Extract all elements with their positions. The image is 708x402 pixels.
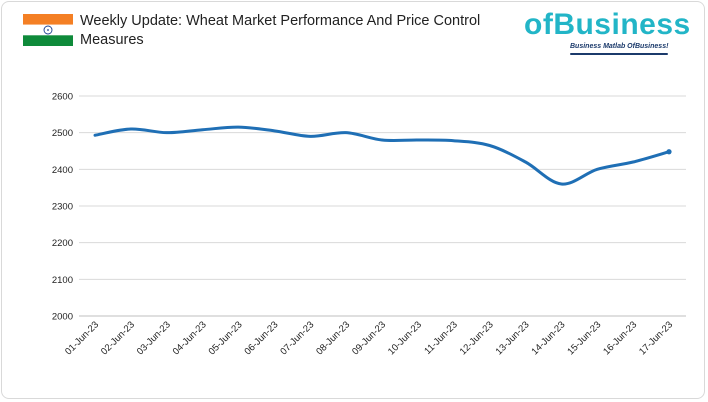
x-tick-label: 04-Jun-23 bbox=[171, 319, 209, 357]
ofbusiness-logo: ofBusiness Business Matlab OfBusiness! bbox=[522, 6, 692, 58]
logo-tagline: Business Matlab OfBusiness! bbox=[570, 43, 669, 50]
x-axis-labels: 01-Jun-2302-Jun-2303-Jun-2304-Jun-2305-J… bbox=[63, 319, 675, 357]
x-tick-label: 05-Jun-23 bbox=[207, 319, 245, 357]
y-tick-label: 2500 bbox=[52, 128, 73, 139]
india-flag-icon bbox=[23, 14, 73, 46]
x-tick-label: 13-Jun-23 bbox=[494, 319, 532, 357]
data-point bbox=[666, 149, 672, 155]
x-tick-label: 17-Jun-23 bbox=[637, 319, 675, 357]
y-axis-labels: 2000 2100 2200 2300 2400 2500 2600 bbox=[52, 92, 73, 323]
x-tick-label: 08-Jun-23 bbox=[314, 319, 352, 357]
x-tick-label: 07-Jun-23 bbox=[278, 319, 316, 357]
logo-wordmark: ofBusiness bbox=[524, 8, 691, 41]
x-tick-label: 09-Jun-23 bbox=[350, 319, 388, 357]
y-tick-label: 2600 bbox=[52, 92, 73, 103]
y-tick-label: 2300 bbox=[52, 202, 73, 213]
x-tick-label: 10-Jun-23 bbox=[386, 319, 424, 357]
page-title: Weekly Update: Wheat Market Performance … bbox=[80, 13, 481, 48]
x-tick-label: 06-Jun-23 bbox=[242, 319, 280, 357]
x-tick-label: 12-Jun-23 bbox=[458, 319, 496, 357]
y-tick-label: 2000 bbox=[52, 312, 73, 323]
x-tick-label: 02-Jun-23 bbox=[99, 319, 137, 357]
x-tick-label: 01-Jun-23 bbox=[63, 319, 101, 357]
x-tick-label: 03-Jun-23 bbox=[135, 319, 173, 357]
flag-chakra bbox=[43, 25, 53, 35]
logo-underline bbox=[570, 53, 668, 55]
x-tick-label: 15-Jun-23 bbox=[565, 319, 603, 357]
x-tick-label: 11-Jun-23 bbox=[422, 319, 460, 357]
x-tick-label: 16-Jun-23 bbox=[601, 319, 639, 357]
gridlines bbox=[79, 95, 686, 317]
y-tick-label: 2100 bbox=[52, 275, 73, 286]
y-tick-label: 2200 bbox=[52, 238, 73, 249]
series-line-0 bbox=[93, 125, 671, 186]
x-tick-label: 14-Jun-23 bbox=[529, 319, 567, 357]
flag-green-band bbox=[23, 35, 73, 46]
y-tick-label: 2400 bbox=[52, 165, 73, 176]
flag-saffron-band bbox=[23, 14, 73, 25]
series-group bbox=[93, 125, 672, 186]
